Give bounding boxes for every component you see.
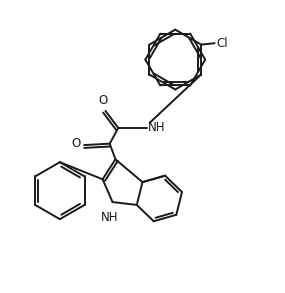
Text: Cl: Cl [217,37,229,50]
Text: NH: NH [101,211,119,224]
Text: O: O [72,137,81,150]
Text: NH: NH [148,122,166,134]
Text: O: O [98,93,107,107]
